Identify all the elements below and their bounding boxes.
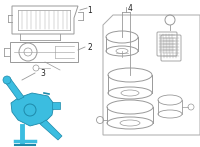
Polygon shape [11, 93, 54, 126]
Bar [52, 102, 60, 109]
Circle shape [3, 76, 11, 84]
Text: 3: 3 [40, 69, 45, 77]
Polygon shape [5, 78, 24, 100]
Text: 2: 2 [87, 42, 92, 51]
Polygon shape [40, 120, 62, 140]
Text: 1: 1 [87, 5, 92, 15]
Text: 4: 4 [128, 4, 133, 12]
